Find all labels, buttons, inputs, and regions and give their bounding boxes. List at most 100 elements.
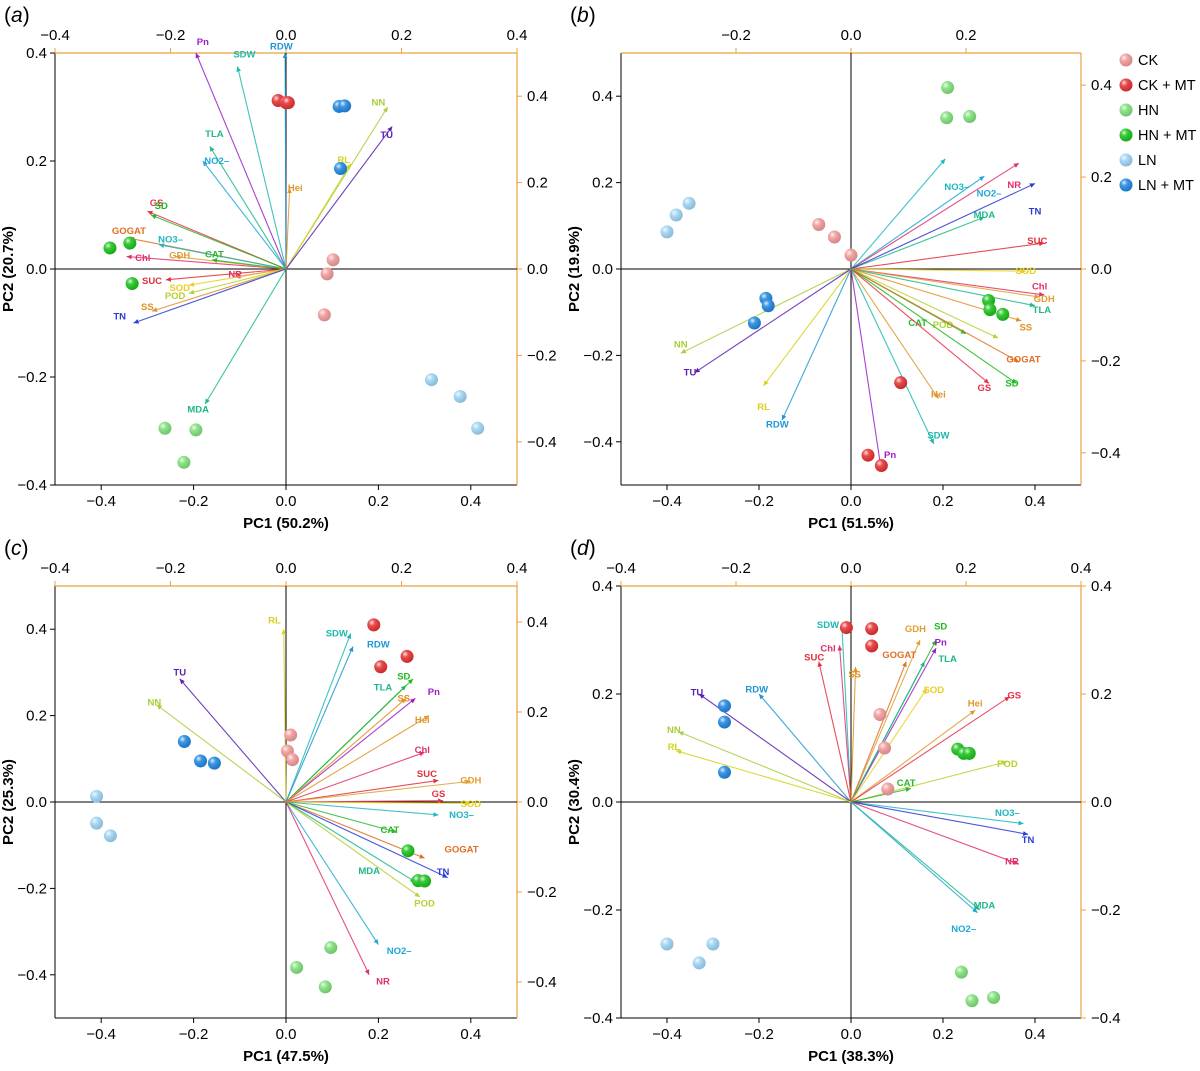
- y-tick-label: 0.0: [592, 261, 613, 278]
- vector-sd: [850, 268, 1017, 384]
- vector-arrowhead: [364, 969, 370, 975]
- panel-letter: (c): [4, 537, 29, 560]
- point-highlight: [400, 649, 414, 663]
- right-tick-label: −0.2: [527, 347, 557, 364]
- top-tick-label: 0.2: [956, 27, 977, 44]
- vector-gdh: [850, 268, 1040, 298]
- vector-arrowhead: [1038, 291, 1045, 297]
- vector-label: TU: [173, 667, 186, 678]
- x-axis-label: PC1 (47.5%): [243, 1048, 329, 1065]
- sample-points: [660, 81, 1010, 473]
- y-tick-label: 0.4: [26, 45, 47, 62]
- vector-label: SD: [397, 672, 410, 683]
- vector-label: Hei: [931, 389, 946, 400]
- right-tick-label: −0.4: [527, 434, 557, 451]
- vector-label: RDW: [270, 42, 293, 53]
- vector-suc: [850, 242, 1045, 270]
- right-tick-label: −0.2: [527, 884, 557, 901]
- vector-arrowhead: [931, 640, 937, 646]
- y-tick-label: 0.4: [26, 621, 47, 638]
- vector-chl: [126, 256, 287, 270]
- vector-label: NO3–: [449, 810, 474, 821]
- vector-label: Hei: [968, 699, 983, 710]
- vector-pod: [188, 268, 287, 294]
- legend-marker-highlight: [1119, 153, 1133, 167]
- vector-arrowhead: [1004, 696, 1010, 702]
- point-highlight: [865, 639, 879, 653]
- vector-tn: [850, 801, 1029, 835]
- legend-item: HN + MT: [1119, 128, 1197, 144]
- vector-label: POD: [997, 759, 1018, 770]
- vector-hei: [285, 187, 291, 270]
- vector-arrowhead: [972, 907, 978, 913]
- legend-label: HN + MT: [1138, 128, 1197, 144]
- top-tick-label: 0.2: [956, 560, 977, 577]
- y-axis-label: PC2 (19.9%): [566, 226, 583, 312]
- point-highlight: [844, 248, 858, 262]
- vector-nn: [156, 704, 287, 803]
- vector-label: NN: [147, 698, 161, 709]
- point-highlight: [963, 110, 977, 124]
- legend-marker-highlight: [1119, 53, 1133, 67]
- vector-label: TN: [1022, 835, 1035, 846]
- vector-ss: [850, 666, 857, 803]
- vector-arrowhead: [781, 414, 787, 421]
- x-tick-label: 0.4: [460, 1026, 481, 1043]
- vector-arrowhead: [202, 161, 208, 167]
- y-tick-label: −0.2: [583, 347, 613, 364]
- vector-arrowhead: [837, 645, 843, 651]
- vector-gs: [850, 268, 990, 384]
- vector-label: SS: [397, 693, 410, 704]
- panel-a: (a)−0.4 −0.2 0.0 0.2 0.4−0.4−0.20.00.20.4−0.…: [0, 4, 557, 532]
- vector-label: SUC: [142, 276, 162, 287]
- legend-marker-highlight: [1119, 78, 1133, 92]
- right-tick-label: 0.0: [527, 794, 548, 811]
- legend-label: LN: [1138, 153, 1157, 169]
- point-highlight: [290, 960, 304, 974]
- panels: (a)−0.4 −0.2 0.0 0.2 0.4−0.4−0.20.00.20.4−0.…: [0, 4, 1121, 1065]
- vector-label: CAT: [205, 249, 224, 260]
- vector-arrowhead: [433, 778, 439, 784]
- y-tick-label: −0.2: [17, 369, 47, 386]
- vector-no2: [850, 801, 978, 914]
- y-axis-label: PC2 (20.7%): [0, 226, 17, 312]
- vector-label: Chl: [135, 253, 150, 264]
- vector-arrowhead: [465, 800, 471, 806]
- vector-arrowhead: [126, 254, 132, 260]
- top-tick-label: 0.4: [507, 27, 528, 44]
- point-highlight: [718, 715, 731, 729]
- vector-label: SUC: [1027, 236, 1047, 247]
- vector-arrowhead: [1013, 860, 1019, 865]
- vector-label: NR: [1007, 180, 1021, 191]
- vector-arrowhead: [817, 661, 823, 668]
- vector-hei: [850, 709, 976, 803]
- vector-label: SDW: [326, 629, 348, 640]
- vector-pod: [285, 801, 421, 898]
- vector-label: NO2–: [977, 188, 1002, 199]
- point-highlight: [941, 81, 955, 95]
- vector-arrowhead: [853, 667, 858, 673]
- vector-label: GS: [150, 198, 164, 209]
- vector-arrowhead: [678, 731, 685, 736]
- point-highlight: [285, 753, 299, 767]
- vector-no2: [850, 175, 985, 270]
- point-highlight: [965, 994, 979, 1008]
- vector-label: SD: [934, 622, 947, 633]
- vector-label: GS: [432, 789, 446, 800]
- vector-arrowhead: [969, 710, 976, 716]
- vector-arrowhead: [391, 828, 397, 834]
- vector-pn: [850, 268, 882, 468]
- vector-label: Hei: [288, 183, 303, 194]
- vector-label: NO3–: [158, 234, 183, 245]
- top-tick-label: 0.4: [507, 560, 528, 577]
- vector-label: NN: [372, 98, 386, 109]
- point-highlight: [177, 735, 191, 749]
- vector-tu: [694, 268, 852, 374]
- vector-arrowhead: [1022, 831, 1029, 836]
- right-tick-label: 0.0: [527, 261, 548, 278]
- vector-arrowhead: [438, 798, 444, 804]
- panel-letter: (b): [570, 4, 596, 27]
- vector-ss: [850, 268, 1022, 322]
- vector-mda: [850, 216, 985, 270]
- vector-label: GS: [1007, 691, 1021, 702]
